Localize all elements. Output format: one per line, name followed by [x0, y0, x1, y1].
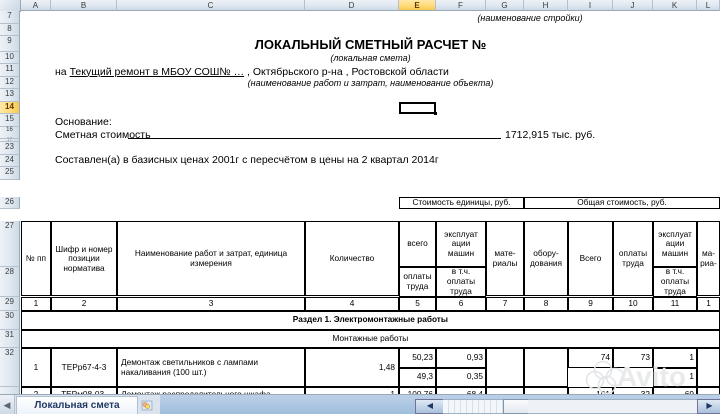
svg-text:Avito: Avito — [617, 361, 686, 392]
